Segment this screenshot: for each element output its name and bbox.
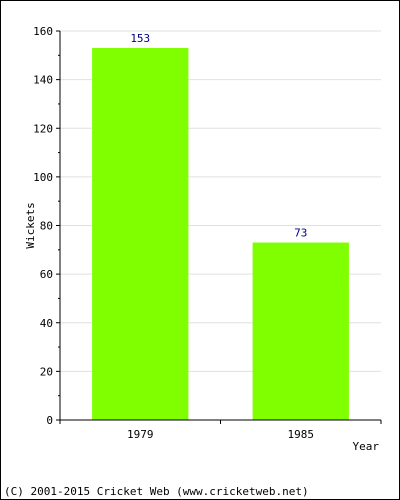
- y-tick-label: 20: [40, 365, 53, 378]
- y-tick-label: 80: [40, 220, 53, 233]
- y-tick-label: 0: [46, 414, 53, 427]
- y-ticks: 0 20 40 60 80 100 120 140 160: [33, 25, 60, 427]
- data-labels: 153 73: [130, 32, 307, 240]
- x-tick-label: 1979: [127, 428, 154, 441]
- bars: [92, 48, 349, 421]
- y-tick-label: 140: [33, 74, 53, 87]
- x-ticks: 1979 1985: [59, 420, 382, 441]
- x-axis-label: Year: [353, 440, 380, 453]
- y-tick-label: 160: [33, 25, 53, 38]
- bar-1985: [252, 242, 349, 420]
- bar-1979: [92, 48, 189, 421]
- data-label-1979: 153: [130, 32, 150, 45]
- y-axis-label: Wickets: [24, 202, 37, 248]
- x-tick-label: 1985: [288, 428, 315, 441]
- copyright-footer: (C) 2001-2015 Cricket Web (www.cricketwe…: [4, 485, 309, 498]
- y-tick-label: 100: [33, 171, 53, 184]
- y-tick-label: 60: [40, 268, 53, 281]
- y-tick-label: 40: [40, 317, 53, 330]
- y-tick-label: 120: [33, 122, 53, 135]
- data-label-1985: 73: [294, 227, 307, 240]
